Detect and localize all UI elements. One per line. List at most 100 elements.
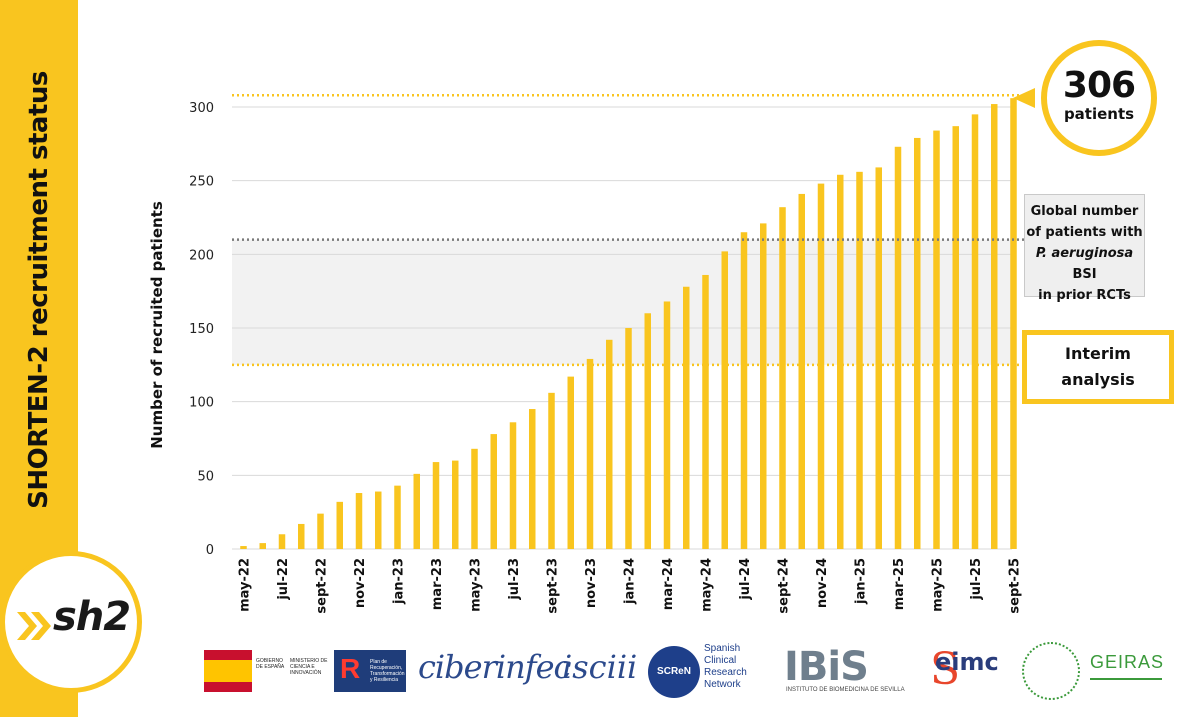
bar-aug-24 [760, 223, 767, 550]
chevron-right-icon [17, 612, 51, 640]
screen-line-1: Spanish [704, 643, 741, 654]
bar-aug-25 [991, 104, 998, 549]
x-tick-label: jul-25 [969, 558, 984, 601]
geiras-logo: GEIRAS [1090, 652, 1165, 672]
global-line-2: of patients with [1026, 225, 1143, 240]
geiras-virus-icon [1022, 642, 1080, 700]
bar-jan-25 [856, 171, 863, 549]
bar-feb-23 [413, 473, 420, 549]
sh2-logo: sh2 [0, 551, 142, 693]
bar-jul-23 [509, 422, 517, 549]
bar-aug-22 [298, 523, 305, 549]
ciberinfec-logo: ciberinfec [418, 648, 571, 686]
bar-jun-24 [721, 251, 728, 550]
x-tick-label: nov-22 [353, 558, 368, 608]
seimc-logo: eimc [935, 648, 999, 676]
chart-bars [240, 98, 1017, 550]
bar-mar-24 [663, 301, 671, 549]
bar-sept-23 [548, 392, 555, 549]
bar-nov-23 [586, 358, 594, 549]
y-tick-label: 100 [189, 396, 214, 411]
global-prior-rcts-box: Global number of patients with P. aerugi… [1024, 194, 1145, 303]
gobierno-espana-logo: GOBIERNO DE ESPAÑA MINISTERIO DE CIENCIA… [204, 650, 334, 692]
bar-mar-23 [432, 462, 440, 549]
gov-text: GOBIERNO DE ESPAÑA [256, 658, 285, 670]
x-tick-label: jan-24 [623, 558, 638, 605]
sh2-logo-text: sh2 [53, 594, 131, 640]
x-tick-label: mar-24 [661, 558, 676, 610]
interim-line-1: Interim [1065, 344, 1131, 363]
bar-may-25 [933, 130, 940, 549]
bar-dec-24 [837, 174, 844, 550]
spain-flag-icon [204, 650, 252, 692]
global-line-1: Global number [1030, 204, 1139, 219]
bar-nov-22 [355, 493, 363, 549]
x-tick-label: nov-24 [815, 558, 830, 608]
bar-feb-25 [875, 167, 882, 549]
isciii-logo: isciii [562, 648, 638, 686]
bar-apr-24 [683, 286, 690, 549]
bar-apr-23 [452, 460, 459, 549]
callout-pointer-icon [1013, 88, 1035, 108]
bar-mar-25 [894, 146, 902, 549]
bar-jan-24 [625, 328, 632, 549]
bar-may-22 [240, 546, 247, 549]
interim-line-2: analysis [1061, 370, 1135, 389]
interim-analysis-box: Interim analysis [1022, 330, 1174, 404]
ibis-logo: IBiS [784, 644, 869, 690]
y-tick-label: 250 [189, 175, 214, 190]
total-patients-label: patients [1063, 105, 1135, 123]
bar-jul-24 [740, 232, 748, 549]
screen-logo-text: Spanish Clinical Research Network [704, 643, 747, 691]
bar-sept-22 [317, 513, 324, 549]
bar-may-24 [702, 274, 709, 549]
global-line-4: in prior RCTs [1038, 288, 1131, 303]
x-tick-label: jan-25 [854, 558, 869, 605]
bar-aug-23 [529, 409, 536, 549]
bar-dec-22 [375, 491, 382, 549]
bar-sept-25 [1010, 98, 1017, 549]
y-tick-label: 0 [206, 543, 214, 558]
bar-dec-23 [606, 339, 613, 549]
global-line-3-italic: P. aeruginosa [1035, 246, 1134, 261]
bar-jul-25 [971, 114, 979, 549]
x-tick-label: jul-23 [507, 558, 522, 601]
x-tick-label: sept-22 [315, 558, 330, 614]
bar-oct-23 [567, 376, 574, 549]
prtr-mark-icon: R [340, 653, 361, 684]
x-tick-label: may-22 [238, 558, 253, 612]
bar-jun-23 [490, 434, 497, 549]
bar-feb-24 [644, 313, 651, 549]
bar-jan-23 [394, 485, 401, 549]
x-tick-label: sept-24 [777, 558, 792, 614]
bar-jun-22 [259, 543, 266, 549]
bar-oct-24 [798, 193, 805, 549]
screen-line-4: Network [704, 679, 741, 690]
x-tick-label: nov-23 [584, 558, 599, 608]
global-line-3: P. aeruginosa BSI [1025, 243, 1144, 285]
bar-nov-24 [817, 183, 825, 549]
x-tick-label: jan-23 [392, 558, 407, 605]
total-patients-callout: 306 patients [1041, 40, 1157, 156]
y-tick-label: 300 [189, 101, 214, 116]
y-tick-label: 50 [197, 469, 214, 484]
chart-reference-lines [232, 93, 1024, 367]
bar-apr-25 [914, 137, 921, 549]
bar-jul-22 [278, 534, 286, 549]
x-tick-label: sept-23 [546, 558, 561, 614]
screen-line-3: Research [704, 667, 747, 678]
y-tick-label: 150 [189, 322, 214, 337]
x-tick-label: mar-25 [892, 558, 907, 610]
geiras-underline [1090, 678, 1162, 680]
total-patients-value: 306 [1062, 65, 1136, 106]
x-tick-label: may-24 [700, 558, 715, 612]
bar-may-23 [471, 448, 478, 549]
global-line-3-rest: BSI [1072, 267, 1097, 282]
prtr-text: Plan de Recuperación, Transformación y R… [370, 659, 405, 683]
ministry-text: MINISTERIO DE CIENCIA E INNOVACIÓN [290, 658, 328, 676]
y-axis-label: Number of recruited patients [148, 201, 166, 449]
x-tick-label: sept-25 [1008, 558, 1023, 614]
y-tick-label: 200 [189, 248, 214, 263]
seimc-logo-initial: S [930, 644, 961, 695]
